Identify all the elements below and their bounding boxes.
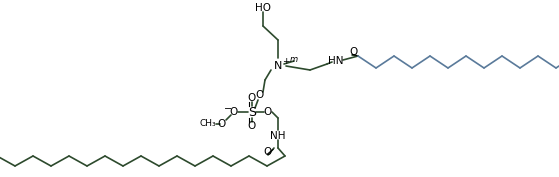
Text: HO: HO — [255, 3, 271, 13]
Text: O: O — [256, 90, 264, 100]
Text: NH: NH — [270, 131, 286, 141]
Text: O: O — [248, 93, 256, 103]
Text: N: N — [274, 61, 282, 71]
Text: HN: HN — [328, 56, 344, 66]
Text: O: O — [350, 47, 358, 57]
Text: CH₃: CH₃ — [200, 119, 216, 129]
Text: S: S — [248, 105, 256, 118]
Text: O: O — [264, 147, 272, 157]
Text: O: O — [248, 121, 256, 131]
Text: O: O — [230, 107, 238, 117]
Text: m: m — [290, 56, 298, 64]
Text: O: O — [218, 119, 226, 129]
Text: −: − — [224, 104, 232, 114]
Text: +: + — [282, 58, 290, 67]
Text: O: O — [264, 107, 272, 117]
